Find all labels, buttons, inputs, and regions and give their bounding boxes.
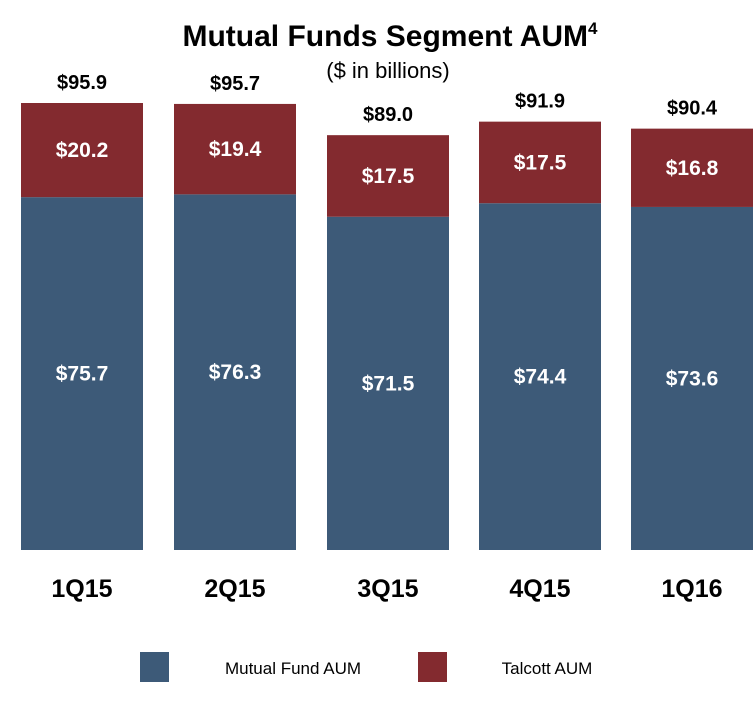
x-tick-label-1q16: 1Q16 <box>661 575 722 603</box>
x-tick-label-2q15: 2Q15 <box>204 575 265 603</box>
total-label-1q15: $95.9 <box>57 72 107 94</box>
legend-label-mutual-fund: Mutual Fund AUM <box>225 659 361 678</box>
labels-layer: $75.7 $20.2 $95.9 1Q15 $76.3 $19.4 $95.7 2Q15 $7… <box>51 72 722 603</box>
chart-title-superscript: 4 <box>588 19 598 38</box>
bar-segment-talcott-3q15 <box>327 135 449 217</box>
bar-segment-mutual-fund-1q15 <box>21 197 143 550</box>
total-label-3q15: $89.0 <box>363 104 413 126</box>
data-label-mutual-fund-2q15: $76.3 <box>209 361 262 384</box>
x-tick-label-1q15: 1Q15 <box>51 575 112 603</box>
data-label-mutual-fund-3q15: $71.5 <box>362 372 415 395</box>
legend-swatch-talcott <box>418 652 447 682</box>
bar-segment-mutual-fund-4q15 <box>479 203 601 551</box>
legend-swatch-mutual-fund <box>140 652 169 682</box>
legend: Mutual Fund AUM Talcott AUM <box>140 652 592 682</box>
data-label-talcott-1q15: $20.2 <box>56 139 109 162</box>
x-tick-label-4q15: 4Q15 <box>509 575 570 603</box>
x-tick-label-3q15: 3Q15 <box>357 575 418 603</box>
chart-title: Mutual Funds Segment AUM4 <box>182 19 598 53</box>
chart-title-text: Mutual Funds Segment AUM <box>182 20 588 53</box>
total-label-4q15: $91.9 <box>515 91 565 113</box>
bar-segment-talcott-4q15 <box>479 121 601 204</box>
data-label-talcott-4q15: $17.5 <box>514 151 567 174</box>
data-label-talcott-3q15: $17.5 <box>362 165 415 188</box>
bar-segment-talcott-1q15 <box>21 103 143 198</box>
legend-label-talcott: Talcott AUM <box>502 659 593 678</box>
total-label-2q15: $95.7 <box>210 73 260 95</box>
bar-segment-talcott-2q15 <box>174 103 296 195</box>
data-label-talcott-2q15: $19.4 <box>209 138 262 161</box>
bar-segment-talcott-1q16 <box>631 128 753 207</box>
total-label-1q16: $90.4 <box>667 98 718 120</box>
bar-segment-mutual-fund-3q15 <box>327 216 449 551</box>
data-label-mutual-fund-4q15: $74.4 <box>514 366 567 389</box>
chart-subtitle: ($ in billions) <box>326 58 450 83</box>
bar-segment-mutual-fund-1q16 <box>631 206 753 551</box>
data-label-mutual-fund-1q16: $73.6 <box>666 367 719 390</box>
data-label-mutual-fund-1q15: $75.7 <box>56 363 109 386</box>
bars-layer <box>21 103 753 551</box>
data-label-talcott-1q16: $16.8 <box>666 157 719 180</box>
bar-segment-mutual-fund-2q15 <box>174 194 296 550</box>
